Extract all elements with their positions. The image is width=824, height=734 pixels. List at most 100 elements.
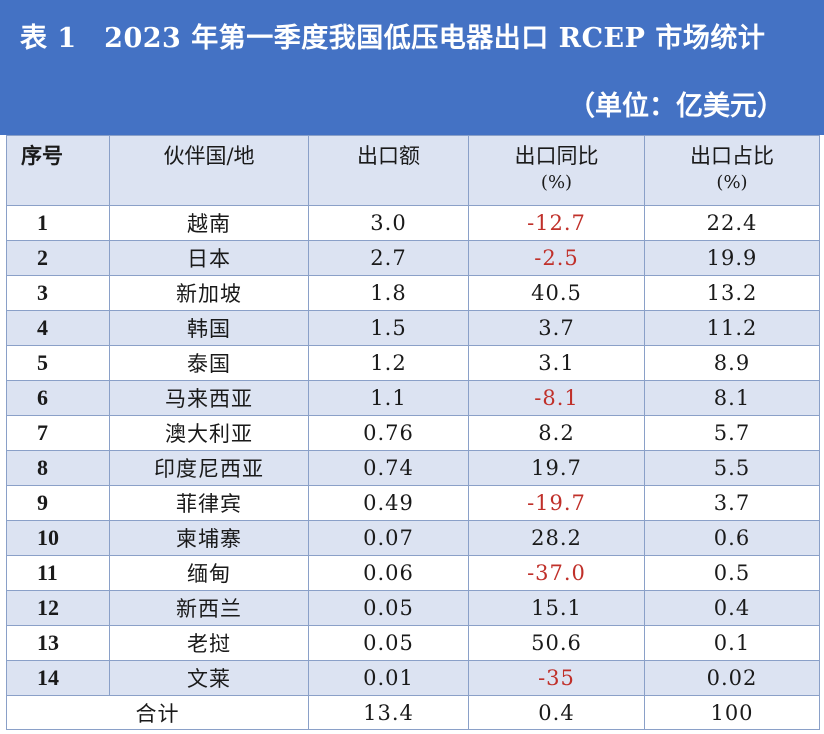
cell-partner: 泰国 [109,345,309,381]
cell-partner: 新加坡 [109,275,309,311]
cell-yoy: 3.7 [468,310,645,346]
total-row: 合计 13.4 0.4 100 [6,695,820,730]
cell-yoy: 3.1 [468,345,645,381]
cell-share: 13.2 [644,275,820,311]
cell-export: 0.05 [308,590,469,626]
header-export: 出口额 [308,135,469,206]
cell-index: 7 [6,415,110,451]
cell-share: 0.1 [644,625,820,661]
cell-export: 0.49 [308,485,469,521]
cell-export: 1.5 [308,310,469,346]
export-table: 序号 伙伴国/地 出口额 出口同比 (%) 出口占比 (%) 1 越南 3.0 -12.7… [6,135,820,730]
cell-export: 1.1 [308,380,469,416]
cell-yoy: 40.5 [468,275,645,311]
cell-share: 22.4 [644,205,820,241]
total-share: 100 [644,695,820,730]
cell-index: 12 [6,590,110,626]
cell-export: 0.05 [308,625,469,661]
header-row: 序号 伙伴国/地 出口额 出口同比 (%) 出口占比 (%) [6,135,820,206]
cell-yoy: 28.2 [468,520,645,556]
cell-partner: 老挝 [109,625,309,661]
cell-index: 4 [6,310,110,346]
cell-share: 5.7 [644,415,820,451]
cell-export: 1.2 [308,345,469,381]
cell-partner: 韩国 [109,310,309,346]
cell-partner: 越南 [109,205,309,241]
total-label: 合计 [6,695,309,730]
cell-export: 0.06 [308,555,469,591]
cell-share: 0.02 [644,660,820,696]
cell-share: 8.9 [644,345,820,381]
table-row: 8 印度尼西亚 0.74 19.7 5.5 [6,450,820,486]
cell-partner: 澳大利亚 [109,415,309,451]
cell-index: 14 [6,660,110,696]
cell-index: 13 [6,625,110,661]
cell-index: 10 [6,520,110,556]
table-row: 4 韩国 1.5 3.7 11.2 [6,310,820,346]
header-yoy: 出口同比 (%) [468,135,645,206]
cell-share: 3.7 [644,485,820,521]
cell-export: 0.74 [308,450,469,486]
table-row: 14 文莱 0.01 -35 0.02 [6,660,820,696]
cell-share: 8.1 [644,380,820,416]
cell-export: 2.7 [308,240,469,276]
cell-yoy: -2.5 [468,240,645,276]
cell-partner: 新西兰 [109,590,309,626]
cell-yoy: -37.0 [468,555,645,591]
cell-yoy: -35 [468,660,645,696]
cell-index: 8 [6,450,110,486]
table-row: 9 菲律宾 0.49 -19.7 3.7 [6,485,820,521]
cell-index: 1 [6,205,110,241]
cell-share: 0.6 [644,520,820,556]
cell-share: 11.2 [644,310,820,346]
table-row: 7 澳大利亚 0.76 8.2 5.7 [6,415,820,451]
cell-yoy: 15.1 [468,590,645,626]
total-yoy: 0.4 [468,695,645,730]
table-row: 2 日本 2.7 -2.5 19.9 [6,240,820,276]
table-body: 1 越南 3.0 -12.7 22.4 2 日本 2.7 -2.5 19.9 3 新加坡 1.8 40.5… [6,205,820,696]
cell-yoy: -12.7 [468,205,645,241]
cell-yoy: 50.6 [468,625,645,661]
cell-share: 5.5 [644,450,820,486]
header-partner: 伙伴国/地 [109,135,309,206]
table-title: 表 1 2023 年第一季度我国低压电器出口 RCEP 市场统计 [20,23,766,54]
cell-partner: 马来西亚 [109,380,309,416]
cell-index: 5 [6,345,110,381]
cell-export: 0.01 [308,660,469,696]
cell-yoy: 19.7 [468,450,645,486]
cell-partner: 印度尼西亚 [109,450,309,486]
header-index: 序号 [6,135,110,206]
table-row: 12 新西兰 0.05 15.1 0.4 [6,590,820,626]
cell-partner: 文莱 [109,660,309,696]
table-header: 序号 伙伴国/地 出口额 出口同比 (%) 出口占比 (%) [6,135,820,206]
table-row: 13 老挝 0.05 50.6 0.1 [6,625,820,661]
table-row: 3 新加坡 1.8 40.5 13.2 [6,275,820,311]
table-footer: 合计 13.4 0.4 100 [6,695,820,730]
cell-index: 3 [6,275,110,311]
table-row: 11 缅甸 0.06 -37.0 0.5 [6,555,820,591]
cell-export: 1.8 [308,275,469,311]
table-row: 6 马来西亚 1.1 -8.1 8.1 [6,380,820,416]
cell-partner: 菲律宾 [109,485,309,521]
cell-partner: 日本 [109,240,309,276]
cell-index: 2 [6,240,110,276]
table-row: 5 泰国 1.2 3.1 8.9 [6,345,820,381]
cell-index: 9 [6,485,110,521]
unit-note: （单位：亿美元） [568,91,784,122]
cell-share: 0.4 [644,590,820,626]
total-export: 13.4 [308,695,469,730]
cell-index: 6 [6,380,110,416]
cell-share: 19.9 [644,240,820,276]
header-share: 出口占比 (%) [644,135,820,206]
cell-yoy: -8.1 [468,380,645,416]
cell-export: 3.0 [308,205,469,241]
cell-yoy: -19.7 [468,485,645,521]
table-row: 10 柬埔寨 0.07 28.2 0.6 [6,520,820,556]
cell-export: 0.76 [308,415,469,451]
cell-share: 0.5 [644,555,820,591]
cell-export: 0.07 [308,520,469,556]
cell-index: 11 [6,555,110,591]
cell-yoy: 8.2 [468,415,645,451]
table-banner: 表 1 2023 年第一季度我国低压电器出口 RCEP 市场统计 （单位：亿美元… [0,0,824,135]
cell-partner: 缅甸 [109,555,309,591]
